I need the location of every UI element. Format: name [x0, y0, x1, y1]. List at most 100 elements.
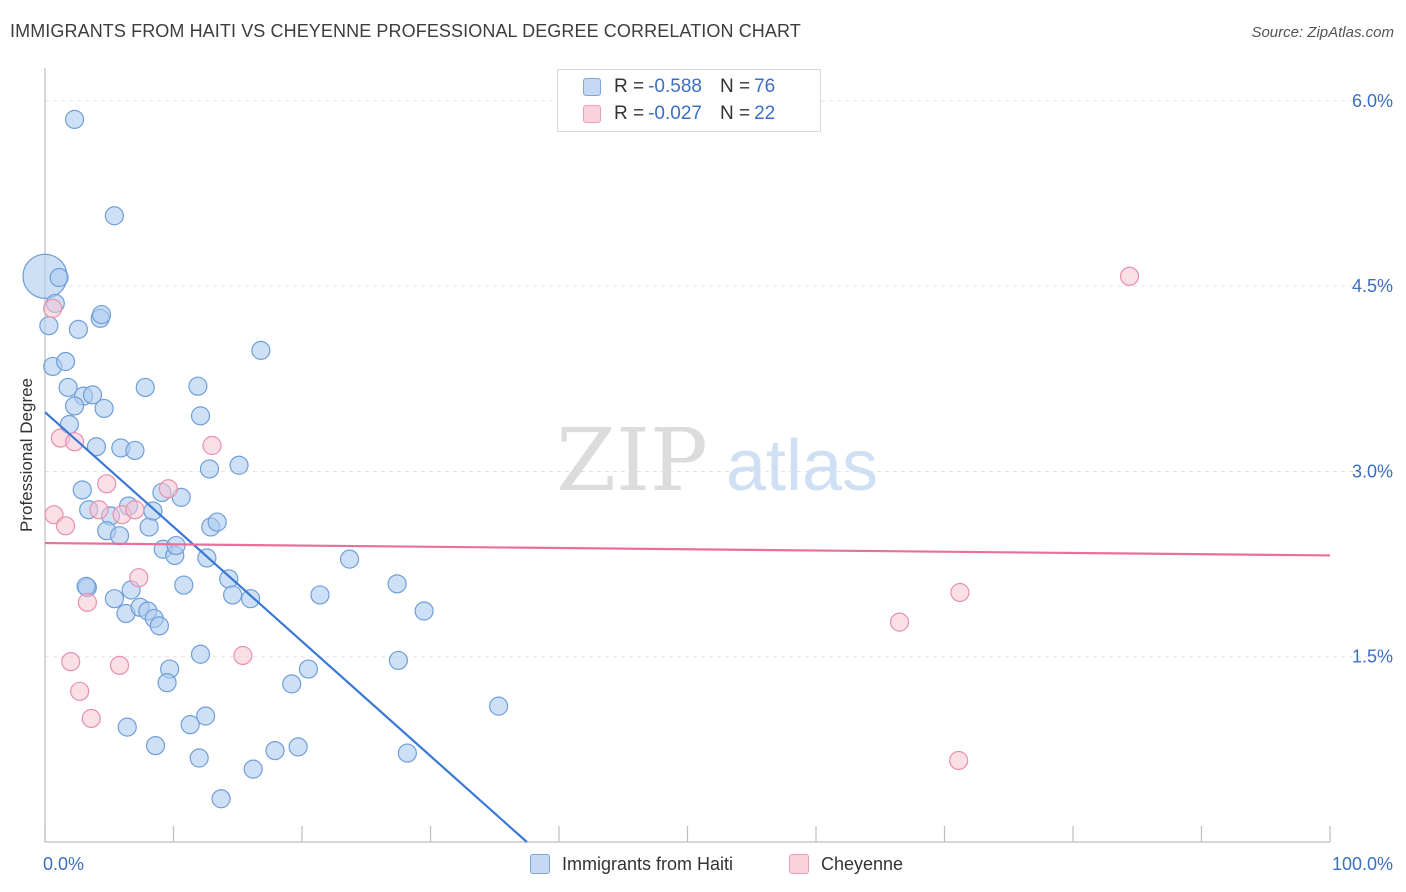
haiti-point: [157, 673, 177, 693]
haiti-point: [104, 206, 124, 226]
cheyenne-point: [70, 681, 90, 701]
legend-swatch-cheyenne: [583, 105, 601, 123]
haiti-point: [145, 736, 166, 756]
haiti-point: [397, 743, 417, 763]
legend-swatch-haiti: [583, 78, 601, 96]
legend-n-value: 22: [754, 103, 776, 124]
haiti-point: [229, 455, 249, 475]
trend-line-cheyenne: [44, 541, 1331, 557]
haiti-point: [189, 748, 209, 768]
trend-lines: [44, 411, 1331, 843]
haiti-point: [139, 517, 159, 537]
haiti-point: [94, 398, 114, 419]
gridlines: [45, 100, 1392, 658]
correlation-legend: R = -0.588 N = 76 R = -0.027 N = 22: [557, 69, 821, 132]
haiti-point: [109, 526, 130, 546]
haiti-point: [211, 789, 231, 809]
legend-item-cheyenne: Cheyenne: [789, 852, 903, 876]
y-tick-label: 1.5%: [1352, 647, 1393, 667]
source-credit: Source: ZipAtlas.com: [1251, 24, 1394, 41]
haiti-point: [339, 549, 360, 569]
haiti-point: [190, 644, 211, 664]
cheyenne-point: [61, 652, 81, 672]
haiti-point: [72, 480, 92, 500]
cheyenne-point: [109, 655, 130, 675]
legend-label-cheyenne: Cheyenne: [821, 853, 904, 874]
haiti-point: [58, 377, 78, 398]
haiti-point: [64, 396, 85, 416]
y-tick-label: 3.0%: [1352, 461, 1393, 481]
haiti-point: [219, 569, 239, 589]
legend-n-value: 76: [754, 76, 776, 97]
haiti-point: [64, 109, 85, 130]
cheyenne-point: [97, 474, 117, 494]
haiti-point: [196, 706, 216, 726]
haiti-point: [199, 459, 220, 479]
legend-swatch-cheyenne: [789, 854, 809, 874]
cheyenne-point: [55, 516, 76, 536]
chart-title: IMMIGRANTS FROM HAITI VS CHEYENNE PROFES…: [10, 21, 801, 41]
haiti-point: [166, 535, 186, 556]
haiti-point: [117, 717, 137, 737]
haiti-point: [68, 319, 89, 339]
cheyenne-point: [44, 505, 64, 525]
axes: [44, 68, 1331, 843]
haiti-point: [188, 376, 208, 396]
cheyenne-point: [89, 500, 109, 520]
haiti-point: [265, 740, 285, 761]
haiti-point: [288, 737, 308, 757]
haiti-point: [174, 575, 194, 595]
haiti-point: [143, 501, 163, 521]
cheyenne-point: [43, 298, 63, 318]
y-tick-label: 4.5%: [1352, 276, 1393, 296]
legend-r-label: R =: [614, 76, 645, 97]
haiti-point: [76, 576, 96, 596]
haiti-point: [387, 574, 407, 594]
haiti-point: [104, 589, 124, 609]
haiti-point: [489, 696, 509, 716]
cheyenne-point: [202, 435, 222, 456]
haiti-point: [55, 351, 76, 372]
series-cheyenne-points: [43, 266, 1140, 771]
haiti-point: [125, 440, 145, 461]
cheyenne-point: [1119, 266, 1140, 286]
y-axis-label: Professional Degree: [17, 377, 36, 533]
x-tick-label: 100.0%: [1332, 854, 1393, 874]
haiti-point: [49, 267, 69, 288]
haiti-point: [39, 316, 59, 336]
legend-r-label: R =: [614, 103, 645, 124]
watermark: ZIP atlas: [556, 411, 878, 511]
cheyenne-point: [949, 750, 969, 771]
haiti-point: [190, 406, 211, 426]
watermark-zip: ZIP: [556, 411, 708, 511]
legend-r-value: -0.027: [648, 103, 702, 124]
haiti-point: [149, 616, 169, 636]
haiti-point: [282, 674, 302, 694]
cheyenne-point: [950, 582, 970, 603]
cheyenne-point: [81, 708, 101, 729]
cheyenne-point: [158, 479, 178, 499]
x-tick-label: 0.0%: [43, 854, 84, 874]
haiti-point: [298, 659, 319, 679]
haiti-point: [180, 715, 200, 735]
haiti-point: [91, 304, 112, 325]
cheyenne-point: [129, 568, 149, 588]
legend-row-haiti: R = -0.588 N = 76: [583, 75, 775, 99]
haiti-point: [223, 585, 243, 605]
watermark-atlas: atlas: [726, 426, 878, 506]
haiti-point: [135, 377, 155, 398]
legend-n-label: N =: [719, 76, 751, 97]
haiti-point: [388, 650, 408, 671]
trend-line-haiti: [44, 411, 528, 843]
cheyenne-point: [125, 500, 145, 520]
haiti-point: [241, 589, 261, 609]
haiti-point: [251, 340, 271, 360]
cheyenne-point: [889, 612, 910, 632]
cheyenne-point: [77, 592, 98, 612]
series-haiti-points: [22, 109, 509, 809]
tick-labels: 1.5% 3.0% 4.5% 6.0% 0.0% 100.0%: [43, 91, 1393, 874]
haiti-point: [243, 759, 263, 779]
legend-swatch-haiti: [530, 854, 550, 874]
haiti-point: [310, 585, 330, 605]
